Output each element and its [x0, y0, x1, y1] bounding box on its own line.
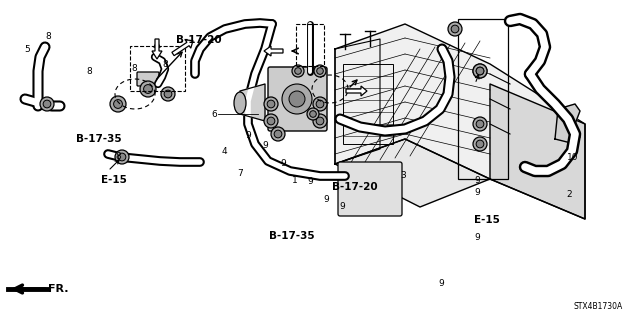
Circle shape [143, 85, 152, 93]
Circle shape [161, 87, 175, 101]
Text: B-17-20: B-17-20 [332, 182, 377, 192]
Ellipse shape [234, 92, 246, 114]
Polygon shape [335, 139, 490, 207]
Circle shape [264, 114, 278, 128]
Text: FR.: FR. [48, 284, 68, 294]
Text: B-17-20: B-17-20 [176, 35, 221, 45]
Circle shape [473, 117, 487, 131]
Text: 4: 4 [221, 147, 227, 156]
Circle shape [476, 67, 484, 75]
Text: 8: 8 [87, 67, 92, 76]
Circle shape [314, 65, 326, 77]
Polygon shape [490, 84, 585, 219]
Text: E-15: E-15 [101, 175, 127, 185]
Circle shape [316, 100, 324, 108]
Circle shape [448, 22, 462, 36]
Text: 9: 9 [340, 202, 345, 211]
Circle shape [118, 153, 126, 161]
Text: 9: 9 [474, 189, 479, 197]
FancyArrow shape [264, 46, 283, 56]
Text: 9: 9 [474, 233, 479, 242]
Circle shape [164, 90, 172, 98]
Text: 9: 9 [439, 279, 444, 288]
Text: 9: 9 [246, 131, 251, 140]
Circle shape [476, 120, 484, 128]
FancyArrow shape [346, 86, 367, 96]
Circle shape [307, 108, 319, 120]
Circle shape [110, 96, 126, 112]
Polygon shape [240, 84, 265, 121]
Circle shape [271, 127, 285, 141]
Text: 9: 9 [263, 141, 268, 150]
Circle shape [313, 114, 327, 128]
Circle shape [282, 84, 312, 114]
Bar [296, 24, 324, 66]
Circle shape [114, 100, 122, 108]
Circle shape [274, 130, 282, 138]
Circle shape [43, 100, 51, 108]
Circle shape [313, 97, 327, 111]
Circle shape [476, 140, 484, 148]
Circle shape [317, 68, 323, 74]
Text: 2: 2 [567, 190, 572, 199]
Text: B-17-35: B-17-35 [76, 134, 122, 144]
FancyBboxPatch shape [137, 72, 159, 86]
Text: 8: 8 [116, 152, 121, 161]
Circle shape [310, 111, 316, 117]
Text: 3: 3 [401, 171, 406, 180]
FancyBboxPatch shape [268, 67, 327, 131]
Circle shape [316, 117, 324, 125]
Bar [130, 46, 185, 91]
Circle shape [267, 117, 275, 125]
Text: 9: 9 [308, 177, 313, 186]
Text: 9: 9 [474, 176, 479, 185]
Circle shape [476, 67, 484, 75]
Circle shape [473, 137, 487, 151]
Circle shape [267, 100, 275, 108]
Text: STX4B1730A: STX4B1730A [574, 302, 623, 311]
Circle shape [40, 97, 54, 111]
Circle shape [289, 91, 305, 107]
Text: 10: 10 [567, 153, 579, 162]
Circle shape [264, 97, 278, 111]
Circle shape [473, 64, 487, 78]
Text: E-15: E-15 [474, 215, 499, 225]
Polygon shape [555, 104, 580, 144]
Bar [343, 64, 393, 144]
Circle shape [294, 68, 301, 74]
Circle shape [115, 150, 129, 164]
FancyBboxPatch shape [338, 162, 402, 216]
Circle shape [473, 64, 487, 78]
Text: 1: 1 [292, 176, 297, 185]
Circle shape [140, 81, 156, 97]
Circle shape [451, 25, 459, 33]
Text: 6: 6 [212, 110, 217, 119]
Text: B-17-35: B-17-35 [269, 231, 314, 241]
Text: 8: 8 [45, 32, 51, 41]
Text: 5: 5 [24, 45, 29, 54]
Text: 8: 8 [163, 60, 168, 69]
Text: 9: 9 [280, 159, 285, 168]
FancyArrow shape [172, 40, 193, 56]
FancyArrow shape [152, 39, 162, 59]
Text: 7: 7 [237, 169, 243, 178]
Circle shape [292, 65, 304, 77]
Bar [458, 19, 508, 179]
Text: 8: 8 [132, 64, 137, 73]
Polygon shape [335, 24, 585, 219]
Text: 9: 9 [324, 195, 329, 204]
